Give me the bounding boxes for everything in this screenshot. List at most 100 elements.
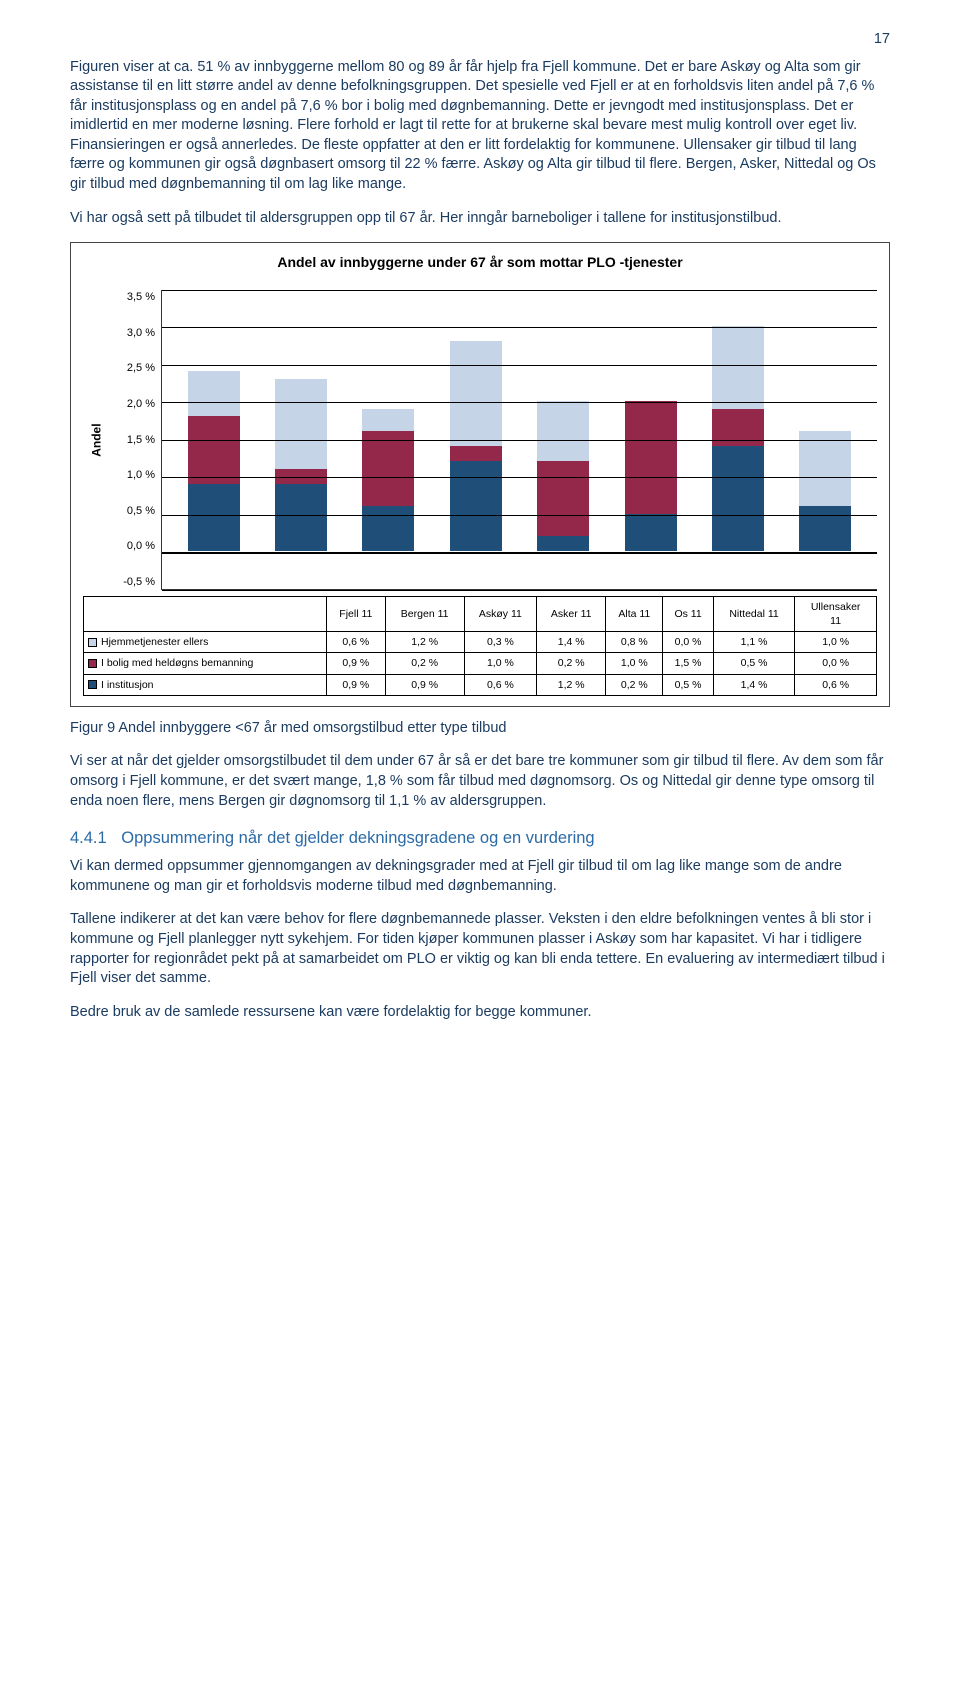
table-cell: 0,9 % — [385, 674, 464, 695]
bar-stack — [712, 326, 764, 551]
y-axis-label: Andel — [89, 423, 105, 456]
series-label: I bolig med heldøgns bemanning — [84, 653, 327, 674]
legend-swatch — [88, 680, 97, 689]
paragraph-3: Vi ser at når det gjelder omsorgstilbude… — [70, 752, 890, 811]
bar-segment — [275, 469, 327, 484]
table-cell: 0,6 % — [795, 674, 877, 695]
table-col-header: Ullensaker11 — [795, 596, 877, 631]
table-col-header: Fjell 11 — [327, 596, 386, 631]
paragraph-6: Bedre bruk av de samlede ressursene kan … — [70, 1003, 890, 1023]
paragraph-4: Vi kan dermed oppsummer gjennomgangen av… — [70, 857, 890, 896]
bar-segment — [188, 416, 240, 484]
chart-frame: Andel 3,5 % 3,0 % 2,5 % 2,0 % 1,5 % 1,0 % 0,5 … — [83, 290, 877, 590]
plot-area — [161, 290, 877, 590]
bar-segment — [275, 484, 327, 552]
bar-stack — [537, 401, 589, 551]
legend-swatch — [88, 659, 97, 668]
legend-swatch — [88, 638, 97, 647]
bar-segment — [362, 431, 414, 506]
table-cell: 0,9 % — [327, 653, 386, 674]
gridline — [162, 477, 877, 478]
table-cell: 0,2 % — [385, 653, 464, 674]
table-cell: 0,5 % — [713, 653, 794, 674]
table-row: I institusjon0,9 %0,9 %0,6 %1,2 %0,2 %0,… — [84, 674, 877, 695]
table-col-header: Nittedal 11 — [713, 596, 794, 631]
table-col-header: Alta 11 — [606, 596, 663, 631]
bar-stack — [450, 341, 502, 551]
table-cell: 1,2 % — [385, 632, 464, 653]
table-cell: 0,0 % — [663, 632, 714, 653]
series-label: Hjemmetjenester ellers — [84, 632, 327, 653]
bar-stack — [275, 379, 327, 552]
bar-segment — [450, 341, 502, 446]
chart-container: Andel av innbyggerne under 67 år som mot… — [70, 242, 890, 707]
section-title: Oppsummering når det gjelder dekningsgra… — [121, 829, 594, 847]
table-cell: 1,0 % — [606, 653, 663, 674]
y-ticks: 3,5 % 3,0 % 2,5 % 2,0 % 1,5 % 1,0 % 0,5 % 0,0 %… — [111, 290, 161, 590]
bar-segment — [450, 461, 502, 551]
data-table: Fjell 11Bergen 11Askøy 11Asker 11Alta 11… — [83, 596, 877, 696]
table-cell: 1,2 % — [537, 674, 606, 695]
gridline — [162, 365, 877, 366]
table-cell: 1,4 % — [537, 632, 606, 653]
paragraph-1: Figuren viser at ca. 51 % av innbyggerne… — [70, 58, 890, 195]
page-number: 17 — [70, 30, 890, 50]
bar-segment — [712, 446, 764, 551]
bar-segment — [275, 379, 327, 469]
y-tick-label: 3,5 % — [127, 290, 155, 305]
bar-segment — [188, 484, 240, 552]
paragraph-5: Tallene indikerer at det kan være behov … — [70, 910, 890, 988]
series-label: I institusjon — [84, 674, 327, 695]
bar-stack — [799, 431, 851, 551]
bar-segment — [362, 506, 414, 551]
table-col-header: Asker 11 — [537, 596, 606, 631]
section-heading: 4.4.1 Oppsummering når det gjelder dekni… — [70, 827, 890, 849]
chart-title: Andel av innbyggerne under 67 år som mot… — [83, 253, 877, 272]
bar-stack — [625, 401, 677, 551]
gridline — [162, 327, 877, 328]
section-number: 4.4.1 — [70, 829, 107, 847]
table-col-header: Bergen 11 — [385, 596, 464, 631]
y-tick-label: 1,0 % — [127, 468, 155, 483]
bar-segment — [625, 401, 677, 514]
table-cell: 1,5 % — [663, 653, 714, 674]
table-cell: 1,0 % — [795, 632, 877, 653]
table-cell: 0,3 % — [464, 632, 536, 653]
gridline — [162, 440, 877, 441]
table-cell: 0,8 % — [606, 632, 663, 653]
y-tick-label: 2,0 % — [127, 397, 155, 412]
table-cell: 1,1 % — [713, 632, 794, 653]
table-cell: 0,0 % — [795, 653, 877, 674]
table-header-row: Fjell 11Bergen 11Askøy 11Asker 11Alta 11… — [84, 596, 877, 631]
bar-stack — [188, 371, 240, 551]
bar-segment — [362, 409, 414, 432]
bar-segment — [799, 431, 851, 506]
bar-segment — [537, 536, 589, 551]
table-row: I bolig med heldøgns bemanning0,9 %0,2 %… — [84, 653, 877, 674]
gridline — [162, 402, 877, 403]
y-tick-label: 2,5 % — [127, 361, 155, 376]
gridline — [162, 552, 877, 554]
table-cell: 0,2 % — [606, 674, 663, 695]
gridline — [162, 515, 877, 516]
table-cell: 0,6 % — [464, 674, 536, 695]
y-tick-label: -0,5 % — [123, 575, 155, 590]
y-tick-label: 0,5 % — [127, 504, 155, 519]
bar-segment — [712, 326, 764, 409]
table-col-header: Askøy 11 — [464, 596, 536, 631]
table-cell: 0,6 % — [327, 632, 386, 653]
gridline — [162, 590, 877, 591]
y-tick-label: 1,5 % — [127, 433, 155, 448]
bar-segment — [625, 514, 677, 552]
table-cell: 0,2 % — [537, 653, 606, 674]
y-tick-label: 3,0 % — [127, 326, 155, 341]
bar-segment — [537, 461, 589, 536]
table-cell: 0,9 % — [327, 674, 386, 695]
bar-segment — [537, 401, 589, 461]
y-tick-label: 0,0 % — [127, 539, 155, 554]
table-cell: 1,0 % — [464, 653, 536, 674]
y-axis-label-col: Andel — [83, 290, 111, 590]
bar-stack — [362, 409, 414, 552]
table-row: Hjemmetjenester ellers0,6 %1,2 %0,3 %1,4… — [84, 632, 877, 653]
paragraph-2: Vi har også sett på tilbudet til aldersg… — [70, 209, 890, 229]
